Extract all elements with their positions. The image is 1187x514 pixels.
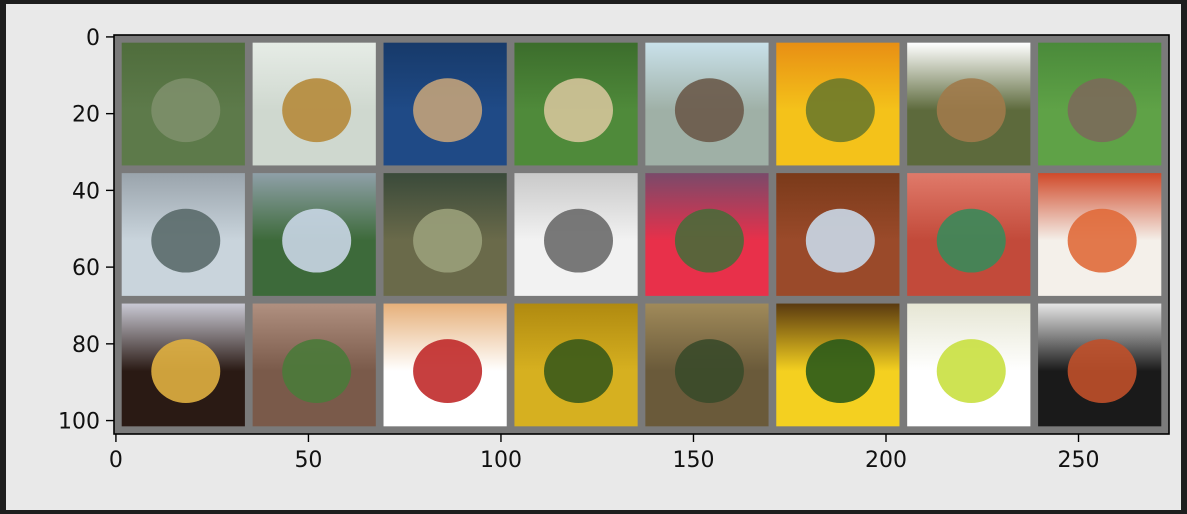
image-tile xyxy=(645,304,768,427)
x-tick-label: 100 xyxy=(480,448,522,473)
image-tile xyxy=(1038,43,1161,166)
y-axis-ticks: 0 20 40 60 80 100 xyxy=(58,26,114,435)
tile-subject xyxy=(151,209,220,273)
tile-subject xyxy=(413,339,482,403)
image-tile xyxy=(122,43,245,166)
image-tile xyxy=(514,304,637,427)
tile-subject xyxy=(675,339,744,403)
image-tile xyxy=(1038,173,1161,296)
y-tick-label: 20 xyxy=(72,103,100,128)
figure-background: 0 50 100 150 200 250 0 20 40 60 80 100 xyxy=(6,4,1181,510)
tile-subject xyxy=(282,209,351,273)
y-tick-label: 60 xyxy=(72,256,100,281)
image-grid-chart: 0 50 100 150 200 250 0 20 40 60 80 100 xyxy=(6,4,1181,510)
tile-subject xyxy=(806,209,875,273)
tile-subject xyxy=(1068,78,1137,142)
tile-subject xyxy=(675,78,744,142)
image-tile xyxy=(514,43,637,166)
image-tile xyxy=(122,173,245,296)
x-tick-label: 200 xyxy=(865,448,907,473)
tile-subject xyxy=(937,209,1006,273)
image-tile xyxy=(776,304,899,427)
image-tile xyxy=(384,43,507,166)
y-tick-label: 40 xyxy=(72,179,100,204)
tile-subject xyxy=(544,78,613,142)
image-tile xyxy=(907,304,1030,427)
image-tile xyxy=(384,304,507,427)
tile-subject xyxy=(937,339,1006,403)
tile-subject xyxy=(806,339,875,403)
image-tile xyxy=(514,173,637,296)
x-tick-label: 250 xyxy=(1058,448,1100,473)
x-tick-label: 0 xyxy=(109,448,123,473)
tile-subject xyxy=(675,209,744,273)
tile-subject xyxy=(544,339,613,403)
image-tile xyxy=(776,173,899,296)
y-tick-label: 80 xyxy=(72,333,100,358)
image-tile xyxy=(645,43,768,166)
tile-subject xyxy=(282,78,351,142)
image-tile xyxy=(1038,304,1161,427)
image-tile xyxy=(776,43,899,166)
tile-subject xyxy=(413,209,482,273)
image-tiles xyxy=(114,35,1169,434)
tile-subject xyxy=(413,78,482,142)
y-tick-label: 100 xyxy=(58,410,100,435)
tile-subject xyxy=(282,339,351,403)
y-tick-label: 0 xyxy=(86,26,100,51)
tile-subject xyxy=(1068,209,1137,273)
x-tick-label: 50 xyxy=(294,448,322,473)
tile-subject xyxy=(151,339,220,403)
tile-subject xyxy=(151,78,220,142)
tile-subject xyxy=(806,78,875,142)
image-tile xyxy=(384,173,507,296)
tile-subject xyxy=(544,209,613,273)
x-axis-ticks: 0 50 100 150 200 250 xyxy=(109,434,1100,473)
image-tile xyxy=(907,173,1030,296)
tile-subject xyxy=(1068,339,1137,403)
image-tile xyxy=(907,43,1030,166)
tile-subject xyxy=(937,78,1006,142)
image-tile xyxy=(645,173,768,296)
image-tile xyxy=(253,43,376,166)
image-tile xyxy=(253,304,376,427)
image-tile xyxy=(253,173,376,296)
image-tile xyxy=(122,304,245,427)
x-tick-label: 150 xyxy=(672,448,714,473)
